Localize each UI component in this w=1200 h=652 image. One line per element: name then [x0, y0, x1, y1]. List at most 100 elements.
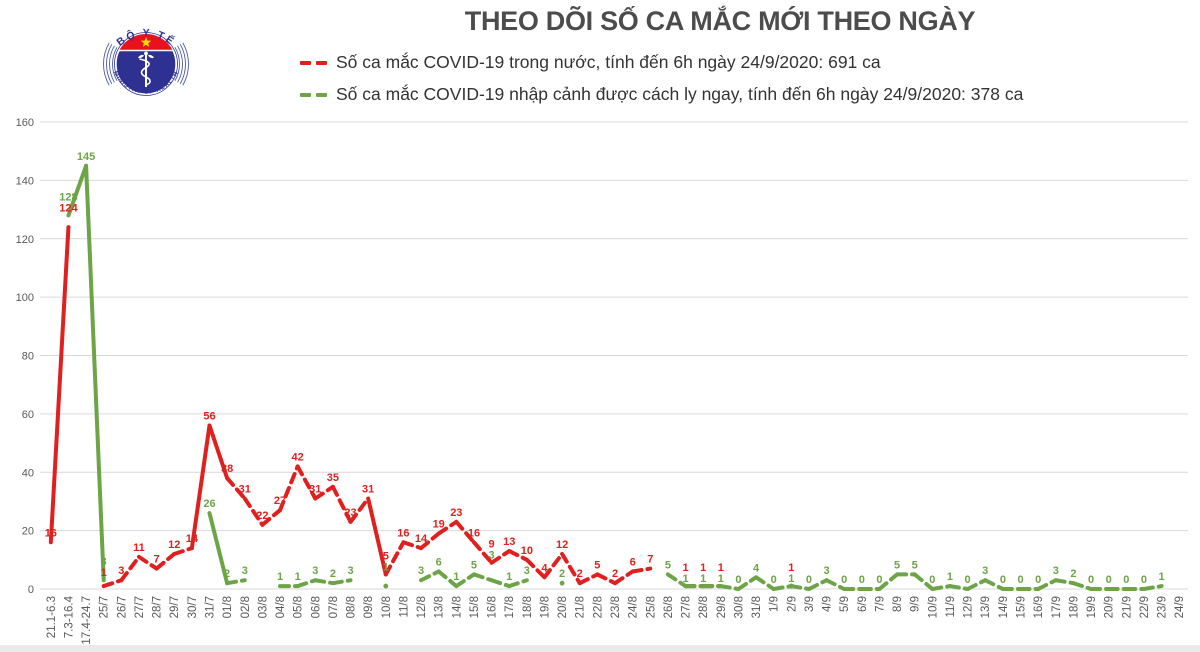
x-tick-label: 29/7 [169, 596, 181, 618]
x-tick-label: 21/8 [575, 596, 587, 618]
series-segment [718, 584, 741, 591]
y-tick-label: 140 [16, 175, 34, 187]
chart-area: 0 20 40 60 80 100 120 140 160 21.1-6.3 7.3-16.4 17.… [0, 112, 1200, 645]
x-tick-label: 31/8 [751, 596, 763, 618]
series-segment [313, 484, 335, 501]
series-segment [1141, 584, 1164, 591]
x-tick-label: 27/8 [681, 596, 693, 618]
series-segment [595, 572, 617, 586]
x-tick-label: 1/9 [769, 596, 781, 612]
x-tick-label: 10/9 [927, 596, 939, 618]
x-tick-label: 20/9 [1104, 596, 1116, 618]
data-label: 5 [594, 559, 600, 571]
series-segment [101, 578, 124, 589]
data-label: 4 [541, 562, 548, 574]
legend-row-domestic: Số ca mắc COVID-19 trong nước, tính đến … [300, 52, 1023, 73]
data-label: 1 [718, 573, 724, 585]
x-tick-label: 9/9 [910, 596, 922, 612]
series-segment [771, 584, 794, 591]
data-label: 26 [203, 498, 215, 510]
data-label: 2 [612, 568, 618, 580]
data-label: 1 [947, 571, 953, 583]
x-tick-label: 21/9 [1121, 596, 1133, 618]
x-tick-label: 15/9 [1016, 596, 1028, 618]
series-segment [154, 551, 177, 571]
x-tick-label: 12/9 [963, 596, 975, 618]
y-tick-label: 60 [22, 409, 34, 421]
series-segment [136, 554, 159, 571]
series-segment [207, 423, 230, 481]
data-label: 3 [982, 565, 988, 577]
series-segment [947, 584, 970, 591]
series-segment [560, 551, 582, 586]
series-segment [489, 549, 512, 565]
series-segment [736, 575, 759, 591]
data-label: 16 [397, 527, 409, 539]
series-segment [84, 163, 106, 583]
data-label: 56 [203, 411, 215, 423]
data-label: 22 [256, 510, 268, 522]
series-segment [330, 484, 353, 524]
y-tick-label: 160 [16, 117, 34, 129]
x-tick-label: 19/9 [1086, 596, 1098, 618]
data-label: 23 [450, 507, 462, 519]
data-label: 3 [312, 565, 318, 577]
data-label: 2 [224, 568, 230, 580]
data-label: 3 [418, 565, 424, 577]
x-tick-label: 08/8 [346, 596, 358, 618]
data-label: 6 [436, 556, 442, 568]
x-tick-label: 5/9 [839, 596, 851, 612]
data-label: 124 [59, 202, 78, 214]
data-label: 16 [45, 527, 57, 539]
data-label: 14 [186, 533, 199, 545]
data-label: 3 [118, 565, 124, 577]
data-label: 11 [133, 542, 145, 554]
series-segment [1071, 581, 1094, 591]
series-segment [471, 540, 494, 565]
data-label: 3 [1053, 565, 1059, 577]
data-label: 1 [682, 573, 688, 585]
data-label: 0 [1141, 574, 1147, 586]
data-label: 6 [630, 556, 636, 568]
x-tick-label: 14/9 [998, 596, 1010, 618]
data-label: 7 [154, 554, 160, 566]
legend-row-imported: Số ca mắc COVID-19 nhập cảnh được cách l… [300, 84, 1023, 105]
data-label: 12 [168, 539, 180, 551]
series-segment [930, 584, 952, 591]
x-tick-label: 05/8 [293, 596, 305, 618]
data-label: 1 [295, 571, 301, 583]
series-segment [542, 551, 565, 580]
x-tick-label: 21.1-6.3 [46, 596, 58, 638]
series-segment [119, 554, 141, 583]
data-label: 0 [859, 574, 865, 586]
ministry-of-health-logo: BỘ Y TẾ MINISTRY OF HEALTH [103, 27, 189, 96]
logo-star-icon [140, 37, 152, 47]
x-tick-label: 25/7 [99, 596, 111, 618]
data-label: 3 [824, 565, 830, 577]
data-label: 1 [718, 562, 724, 574]
data-label: 14 [415, 533, 428, 545]
series-segment [225, 476, 247, 501]
data-label: 23 [344, 507, 356, 519]
data-label: 1 [700, 562, 706, 574]
series-segment [665, 572, 688, 589]
data-label: 2 [559, 568, 565, 580]
data-label: 3 [347, 565, 353, 577]
x-tick-label: 10/8 [381, 596, 393, 618]
data-label: 3 [242, 565, 248, 577]
y-tick-label: 20 [22, 526, 34, 538]
logo-outer-ring [114, 32, 178, 96]
x-tick-label: 22/8 [592, 596, 604, 618]
page-title: THEO DÕI SỐ CA MẮC MỚI THEO NGÀY [464, 6, 976, 36]
series-segment [366, 496, 388, 577]
chart-legend: Số ca mắc COVID-19 trong nước, tính đến … [300, 52, 1023, 116]
x-tick-label: 12/8 [416, 596, 428, 618]
x-tick-label: 30/8 [733, 596, 745, 618]
y-tick-label: 120 [16, 234, 34, 246]
data-label: 3 [524, 565, 530, 577]
data-label: 7 [647, 554, 653, 566]
x-tick-label: 14/8 [451, 596, 463, 618]
x-tick-label: 02/8 [240, 596, 252, 618]
series-segment [789, 584, 811, 591]
data-label: 10 [521, 545, 533, 557]
